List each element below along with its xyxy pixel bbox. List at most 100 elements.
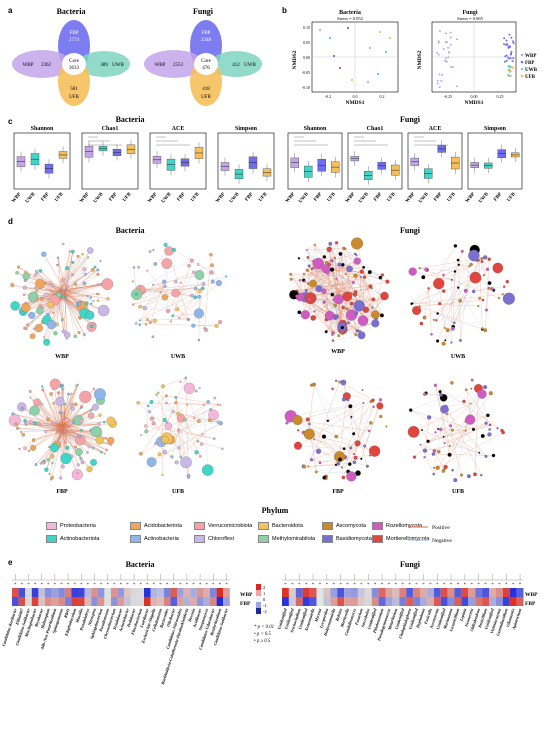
- nmds-legend-fbp: FBP: [525, 61, 534, 66]
- heatmap-sig: *: [219, 583, 222, 588]
- heatmap-taxon-label: Haliangium: [39, 607, 51, 630]
- heatmap-taxon-label: Unidentified: [297, 607, 309, 630]
- heatmap-sig: *: [422, 583, 425, 588]
- alpha-group-label: FBP: [433, 192, 443, 202]
- venn-f-top: FBP: [202, 31, 211, 36]
- alpha-group-label: UFB: [327, 192, 338, 203]
- nmds-point: [441, 73, 444, 76]
- heatmap-cell: [84, 597, 92, 606]
- heatmap-cell: [392, 597, 400, 606]
- heatmap-cell: [461, 588, 469, 597]
- venn-b-right-n: 389: [100, 63, 108, 68]
- heatmap-sig: *: [395, 583, 398, 588]
- heatmap-cell: [516, 597, 524, 606]
- alpha-group-label: UWB: [358, 192, 370, 205]
- alpha-metric-title: ACE: [429, 126, 442, 132]
- legend-swatch: [46, 535, 57, 543]
- heatmap-cell: [399, 588, 407, 597]
- heatmap-cell: [316, 588, 324, 597]
- heatmap-cell: [489, 588, 496, 597]
- heatmap-taxon-label: Olivibacter: [166, 607, 177, 627]
- heatmap-sig: *: [367, 583, 370, 588]
- heatmap-cell: [130, 588, 138, 597]
- heatmap-taxon-label: Pedobacter: [126, 607, 137, 627]
- heatmap-taxon-label: Bryobacter: [33, 607, 44, 628]
- alpha-group-label: WBP: [215, 192, 226, 204]
- venn-f-core-n: 476: [202, 66, 210, 71]
- heatmap-cell: [97, 597, 105, 606]
- nmds-point: [510, 36, 513, 39]
- legend-item: Actinobacteria: [130, 535, 179, 543]
- heatmap-cell: [157, 597, 164, 606]
- alpha-bacteria-title: Bacteria: [115, 115, 145, 124]
- heatmap-cell: [509, 588, 517, 597]
- heatmap-cell: [413, 588, 420, 597]
- heatmap-cell: [454, 597, 462, 606]
- alpha-metric-title: Chao1: [367, 126, 384, 132]
- alpha-group-label: WBP: [465, 192, 476, 204]
- heatmap-cell: [45, 588, 52, 597]
- heatmap-sig: *: [381, 583, 384, 588]
- venn-bacteria: FBP 2774 WBP 2362 389 UWB Core 3633 581 …: [12, 20, 130, 106]
- heatmap-taxon-label: Streptomyces: [197, 607, 209, 631]
- alpha-axis-frame: [407, 132, 463, 190]
- nmds-point: [376, 72, 380, 76]
- alpha-group-label: FBP: [313, 192, 323, 202]
- heatmap-cell: [177, 588, 184, 597]
- edge-negative-label: Negative: [432, 538, 452, 544]
- heatmap-cell: [288, 597, 296, 606]
- heatmap-sig: *: [512, 583, 515, 588]
- alpha-group-label: WBP: [405, 192, 416, 204]
- nmds-b-stress: Stress = 0.052: [337, 16, 363, 21]
- legend-swatch: [46, 522, 57, 530]
- heatmap-sig: *: [54, 583, 57, 588]
- heatmap-sig: *: [192, 583, 195, 588]
- nmds-b-yt0: 0.10: [303, 25, 310, 30]
- alpha-group-label: UWB: [93, 192, 105, 205]
- heatmap-sig: *: [87, 583, 90, 588]
- heatmap-cell: [51, 597, 59, 606]
- heatmap-sig: *: [408, 583, 411, 588]
- heatmap-sig: *: [326, 583, 329, 588]
- venn-f-bottom: UFB: [201, 95, 211, 100]
- heatmap-cell: [440, 588, 448, 597]
- venn-b-core: Core: [69, 59, 80, 64]
- heatmap-cell: [190, 588, 197, 597]
- heatmap-sig: *: [153, 583, 156, 588]
- heatmap-cell: [330, 597, 338, 606]
- heatmap-cell: [351, 588, 358, 597]
- heatmap-cell: [51, 588, 59, 597]
- nmds-point: [338, 66, 342, 70]
- heatmap-cell: [45, 597, 52, 606]
- nmds-point: [436, 82, 439, 85]
- alpha-group-label: UWB: [418, 192, 430, 205]
- heatmap-row-wbp-f: WBP: [525, 592, 538, 598]
- nmds-point: [448, 51, 451, 54]
- alpha-metric-title: Simpson: [235, 126, 258, 132]
- heatmap-sig: *: [374, 583, 377, 588]
- heatmap-sig: *: [346, 583, 349, 588]
- heatmap-cell: [117, 597, 125, 606]
- heatmap-cell: [157, 588, 164, 597]
- heatmap-cell: [399, 597, 407, 606]
- heatmap-cell: [137, 588, 144, 597]
- heatmap-taxon-label: Saccobolus: [360, 607, 371, 627]
- heatmap-sig: *: [93, 583, 96, 588]
- heatmap-cell: [170, 588, 177, 597]
- venn-f-right-n: 412: [232, 63, 240, 68]
- nmds-legend-wbp: WBP: [525, 54, 536, 59]
- legend-item: Chloroflexi: [194, 535, 234, 543]
- heatmap-cell: [163, 588, 171, 597]
- heatmap-cell: [183, 597, 191, 606]
- nmds-b-yt4: -0.10: [302, 85, 310, 90]
- panel-label-d: d: [8, 217, 13, 226]
- nmds-f-ylabel: NMDS2: [417, 50, 423, 69]
- heatmap-cell: [91, 597, 98, 606]
- edge-positive-label: Positive: [432, 525, 450, 531]
- venn-fungi-title: Fungi: [192, 7, 213, 16]
- legend-item: Proteobacteria: [46, 522, 96, 530]
- heatmap-cell: [454, 588, 462, 597]
- alpha-group-label: FBP: [41, 192, 51, 202]
- heatmap-sig: *: [436, 583, 439, 588]
- venn-f-core: Core: [201, 59, 212, 64]
